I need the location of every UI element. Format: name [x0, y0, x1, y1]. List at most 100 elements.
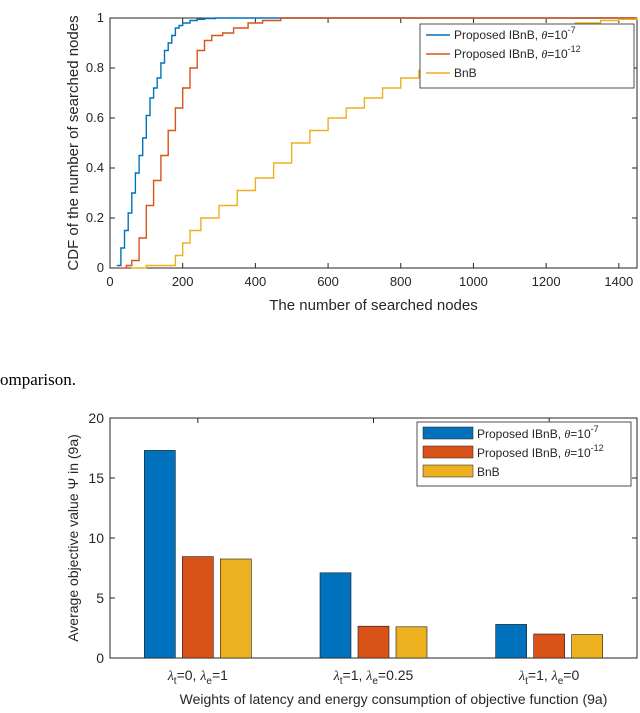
legend-label: Proposed IBnB, θ=10-7 [477, 424, 599, 441]
cdf-y-tick-label: 1 [97, 10, 104, 25]
cdf-data-point [211, 34, 213, 37]
cdf-y-axis-label: CDF of the number of searched nodes [65, 15, 82, 270]
legend-exponent: -12 [591, 443, 604, 453]
legend-theta-symbol: θ [541, 47, 547, 61]
legend-label-prefix: BnB [454, 66, 477, 80]
cdf-data-point [153, 87, 155, 89]
cdf-data-point [125, 264, 127, 267]
cdf-data-point [134, 172, 137, 174]
bar-y-tick-label: 15 [88, 470, 104, 486]
cdf-data-point [116, 264, 118, 267]
legend-equals: =10 [570, 446, 591, 460]
cdf-plot-area: 0 200 400 600 800 1000 1200 1400 0 0.2 0.4 0.6 0.8 1 P… [86, 10, 638, 289]
cdf-data-point [189, 229, 191, 232]
cdf-data-point [153, 179, 155, 182]
cdf-data-point [145, 264, 147, 267]
cdf-data-point [167, 129, 169, 132]
cdf-data-point [142, 137, 144, 139]
lambda-subscript: t [174, 676, 177, 687]
bar-y-axis-label: Average objective value Ψ in (9a) [65, 434, 81, 642]
legend-label: Proposed IBnB, θ=10-12 [477, 443, 604, 460]
cdf-x-tick-label: 400 [245, 274, 267, 289]
bar-y-tick-label: 20 [88, 410, 104, 426]
cdf-data-point [222, 32, 224, 34]
bar-legend-swatch [422, 426, 474, 440]
cdf-data-point [196, 49, 198, 52]
cdf-data-point [123, 229, 126, 232]
cdf-data-point [203, 17, 206, 20]
cdf-legend-box [419, 23, 635, 89]
cdf-data-point [174, 27, 177, 29]
cdf-data-point [236, 189, 238, 192]
cdf-data-point [127, 212, 129, 214]
cdf-data-point [163, 264, 166, 267]
legend-exponent: -12 [568, 44, 581, 54]
legend-theta-symbol: θ [541, 28, 547, 42]
legend-equals: =10 [547, 28, 568, 42]
legend-exponent: -7 [568, 25, 576, 35]
cdf-y-tick-label: 0 [97, 260, 104, 275]
cdf-data-point [182, 242, 184, 244]
cdf-x-axis-label: The number of searched nodes [269, 297, 477, 314]
cdf-data-point [131, 267, 133, 269]
bar-legend-swatch [422, 445, 474, 459]
cdf-data-point [214, 17, 216, 19]
cdf-data-point [280, 17, 282, 19]
cdf-data-point [327, 117, 329, 119]
lambda-symbol: λ [333, 669, 340, 684]
cdf-data-point [574, 22, 576, 24]
cdf-data-point [189, 19, 191, 22]
cdf-x-tick-label: 1200 [532, 274, 561, 289]
legend-theta-symbol: θ [564, 446, 570, 460]
legend-label-prefix: Proposed IBnB, [454, 28, 541, 42]
cdf-data-point [636, 17, 638, 19]
cdf-data-point [200, 217, 202, 219]
cdf-data-point [120, 267, 122, 269]
lambda-symbol: λ [199, 669, 206, 684]
cdf-x-tick-label: 1000 [459, 274, 488, 289]
bar-rect [571, 634, 603, 659]
bar-category-label: λt=1, λe=0 [518, 667, 579, 687]
bar-legend: Proposed IBnB, θ=10-7 Proposed IBnB, θ=10… [416, 421, 632, 487]
bar-y-tick-label: 0 [96, 650, 104, 666]
legend-label-prefix: Proposed IBnB, [477, 446, 564, 460]
legend-label-prefix: BnB [477, 465, 500, 479]
cdf-data-point [600, 19, 602, 22]
cdf-data-point [272, 162, 275, 164]
lambda-subscript: e [206, 676, 212, 687]
bar-rect [144, 450, 176, 659]
cdf-data-point [138, 237, 140, 239]
legend-theta-symbol: θ [564, 427, 570, 441]
cdf-data-point [400, 77, 402, 79]
cdf-line-chart: 0 200 400 600 800 1000 1200 1400 0 0.2 0.4 0.6 0.8 1 P… [65, 10, 638, 314]
bar-y-tick-label: 5 [96, 590, 104, 606]
bar-rect [533, 633, 565, 659]
cdf-series-line [117, 17, 637, 267]
cdf-x-tick-label: 800 [390, 274, 412, 289]
cdf-data-point [171, 34, 173, 37]
cdf-x-tick-label: 200 [172, 274, 194, 289]
bar-rect [319, 572, 352, 659]
cdf-data-point [254, 177, 256, 179]
lambda-symbol: λ [518, 669, 525, 684]
cdf-y-tick-label: 0.4 [86, 160, 104, 175]
lambda-subscript: e [372, 676, 378, 687]
cdf-data-point [145, 204, 147, 207]
cdf-data-point [262, 19, 264, 22]
cdf-y-tick-label: 0.6 [86, 110, 104, 125]
bar-rect [220, 558, 252, 659]
legend-equals: =10 [547, 47, 568, 61]
cdf-data-point [247, 22, 249, 24]
cdf-data-point [138, 154, 140, 157]
lambda-value: =1 [212, 667, 228, 683]
cdf-y-tick-label: 0.8 [86, 60, 104, 75]
lambda-value: =1, [343, 667, 367, 683]
lambda-symbol: λ [551, 669, 558, 684]
cdf-data-point [160, 62, 162, 64]
cdf-data-point [131, 192, 133, 194]
cdf-x-tick-label: 600 [317, 274, 339, 289]
bar-rect [182, 556, 214, 659]
bar-y-tick-label: 10 [88, 530, 104, 546]
